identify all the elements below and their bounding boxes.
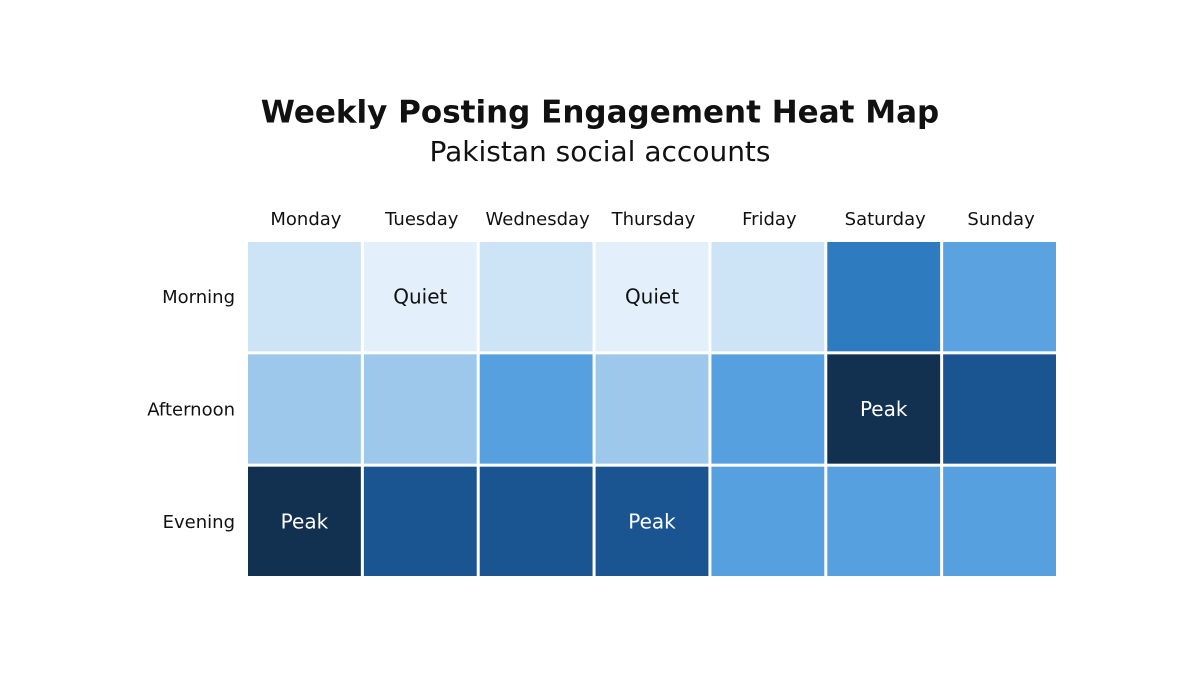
heat-cell [363,354,477,464]
heat-cell [827,242,941,352]
column-label: Monday [270,209,341,230]
heat-cell [827,354,941,464]
heat-cell [595,242,709,352]
heat-cell [943,242,1056,352]
column-label: Thursday [611,209,696,230]
cell-label: Quiet [393,285,447,309]
heat-cell [595,354,709,464]
heat-cell [479,466,593,576]
cell-label: Peak [860,397,908,421]
heat-cell [363,242,477,352]
row-label: Morning [162,287,235,308]
heat-cell [363,466,477,576]
heat-cell [248,354,361,464]
heat-cell [711,466,825,576]
chart-title: Weekly Posting Engagement Heat Map [261,95,939,131]
row-label: Evening [163,512,235,533]
heat-cell [827,466,941,576]
heat-cell [711,354,825,464]
column-label: Wednesday [486,209,591,230]
heat-cell [248,242,361,352]
column-label: Friday [742,209,797,230]
column-label: Saturday [845,209,926,230]
chart-subtitle: Pakistan social accounts [429,135,770,168]
cell-label: Peak [628,509,676,533]
heat-cell [943,354,1056,464]
heat-cell [943,466,1056,576]
column-label: Sunday [967,209,1035,230]
heat-cell [479,242,593,352]
heat-cell [248,466,361,576]
column-label: Tuesday [384,209,459,230]
cell-label: Peak [281,509,329,533]
heat-cell [711,242,825,352]
cell-label: Quiet [625,285,679,309]
row-label: Afternoon [147,400,235,421]
heat-cell [479,354,593,464]
heat-cell [595,466,709,576]
